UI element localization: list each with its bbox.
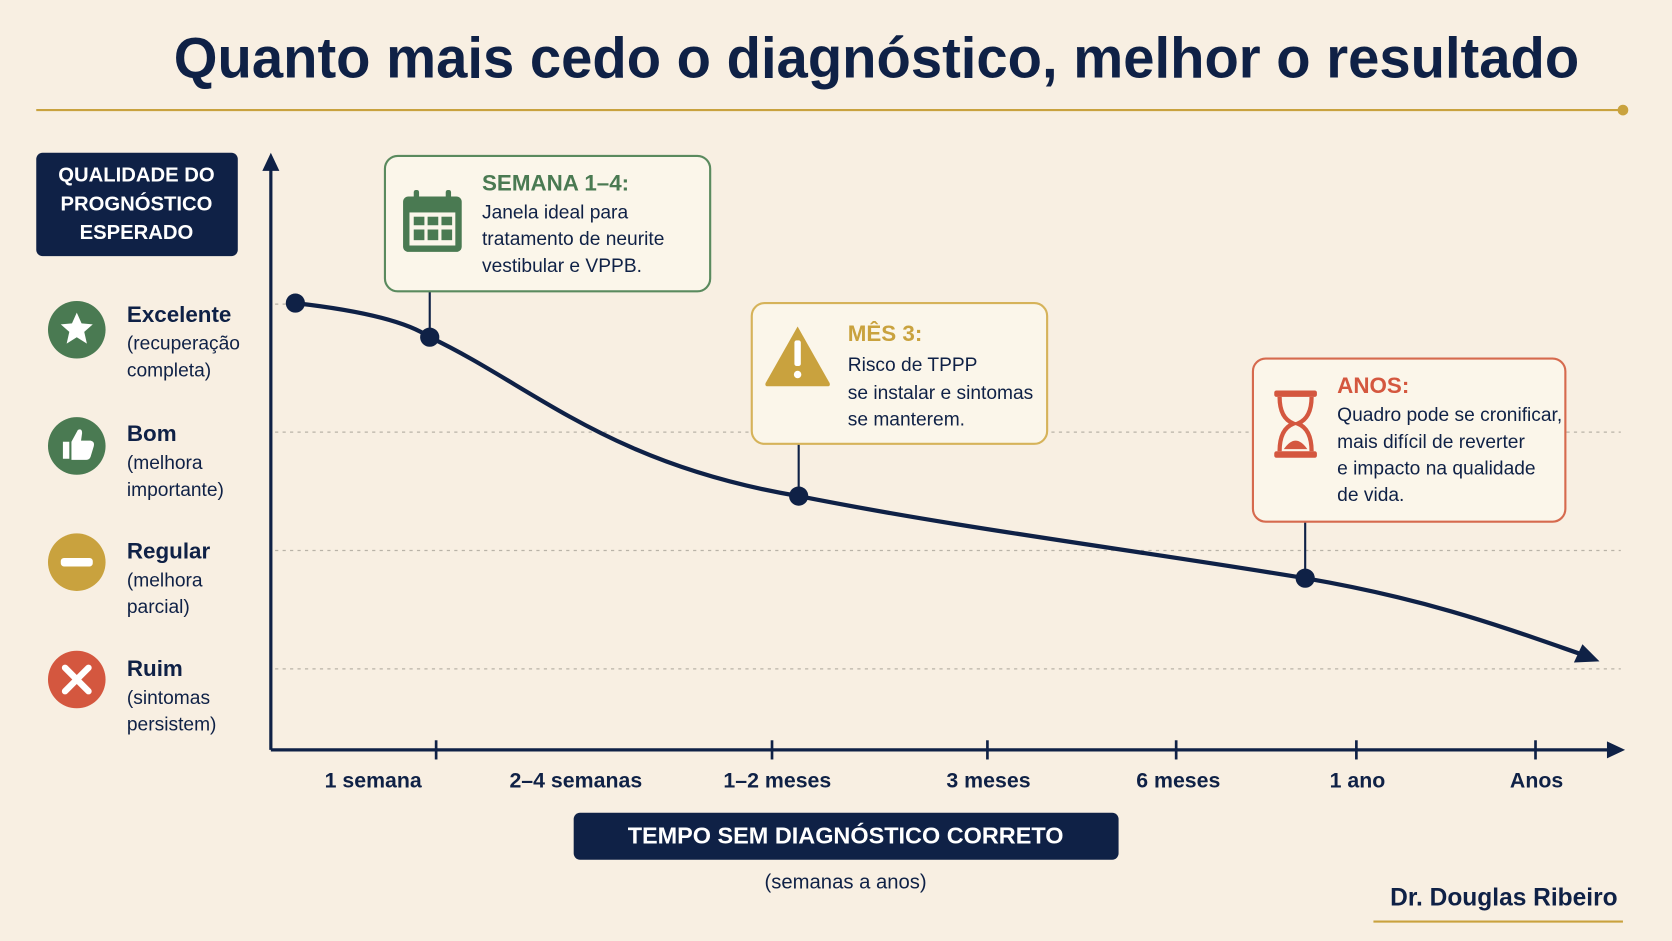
y-axis-arrow [262, 152, 280, 171]
level-desc: (melhora [127, 453, 203, 474]
callout-text: Risco de TPPP [848, 355, 978, 376]
cross [61, 664, 92, 695]
x-axis-title: TEMPO SEM DIAGNÓSTICO CORRETO [628, 822, 1064, 849]
minus [60, 557, 93, 567]
x-label: 6 meses [1136, 768, 1220, 792]
warning-bar [794, 340, 801, 366]
x-label: 1–2 meses [723, 768, 831, 792]
callout-text: tratamento de neurite [482, 229, 664, 250]
title: Quanto mais cedo o diagnóstico, melhor o… [174, 26, 1579, 90]
callout-text: se instalar e sintomas [848, 383, 1034, 404]
calendar-icon [403, 190, 462, 252]
level-label: Bom [127, 421, 177, 446]
level-label: Ruim [127, 656, 183, 681]
hourglass-bottom [1274, 451, 1317, 458]
callout-heading: ANOS: [1337, 373, 1409, 398]
callout-text: e impacto na qualidade [1337, 458, 1535, 479]
x-title-box [573, 812, 1119, 860]
curve-point [285, 293, 305, 313]
x-axis-subtitle: (semanas a anos) [765, 872, 927, 894]
calendar-ring [445, 190, 452, 203]
y-label: ESPERADO [80, 222, 194, 244]
x-label: 3 meses [946, 768, 1030, 792]
x-axis-arrow [1606, 741, 1626, 759]
level-desc: (sintomas [127, 688, 210, 709]
level-label: Excelente [127, 302, 231, 327]
x-label: 1 semana [325, 768, 422, 792]
curve-point [1295, 568, 1315, 588]
calendar-cell [413, 216, 425, 226]
author: Dr. Douglas Ribeiro [1390, 885, 1618, 912]
level-desc: parcial) [127, 597, 190, 618]
calendar-cell [441, 216, 453, 226]
calendar-cell [427, 216, 439, 226]
callout-box [1251, 357, 1567, 523]
level-desc: (melhora [127, 570, 203, 591]
warning-dot [793, 370, 802, 379]
callout-text: se manterem. [848, 409, 965, 430]
y-label-box [36, 152, 238, 257]
callout-text: Janela ideal para [482, 203, 628, 224]
level-desc: completa) [127, 360, 211, 381]
title-rule-dot [1617, 104, 1629, 116]
callout-text: de vida. [1337, 485, 1404, 506]
callout-box [383, 154, 712, 293]
hourglass-top [1274, 390, 1317, 397]
curve-arrow [1573, 644, 1600, 663]
level-desc: (recuperação [127, 334, 240, 355]
calendar-cell [413, 229, 425, 241]
x-label: 1 ano [1330, 768, 1386, 792]
callout-box [750, 302, 1049, 445]
calendar-cell [441, 229, 453, 241]
callout-heading: SEMANA 1–4: [482, 171, 629, 196]
level-desc: persistem) [127, 714, 217, 735]
level-label: Regular [127, 539, 211, 564]
calendar-ring [413, 190, 420, 203]
calendar-cell [427, 229, 439, 241]
x-ticks [434, 740, 1537, 760]
callout-text: Quadro pode se cronificar, [1337, 405, 1562, 426]
callout-text: mais difícil de reverter [1337, 432, 1525, 453]
thumb [62, 429, 95, 460]
hourglass-icon [1274, 390, 1317, 458]
callout-heading: MÊS 3: [848, 321, 923, 346]
callout-text: vestibular e VPPB. [482, 256, 642, 277]
curve-point [789, 486, 809, 506]
y-label: PROGNÓSTICO [61, 191, 213, 215]
x-label: 2–4 semanas [509, 768, 642, 792]
hourglass-sand [1283, 440, 1308, 450]
y-label: QUALIDADE DO [58, 165, 214, 187]
hourglass-glass [1277, 396, 1314, 452]
level-desc: importante) [127, 480, 224, 501]
x-label: Anos [1510, 768, 1563, 792]
star [60, 312, 93, 344]
curve-point [420, 327, 440, 347]
